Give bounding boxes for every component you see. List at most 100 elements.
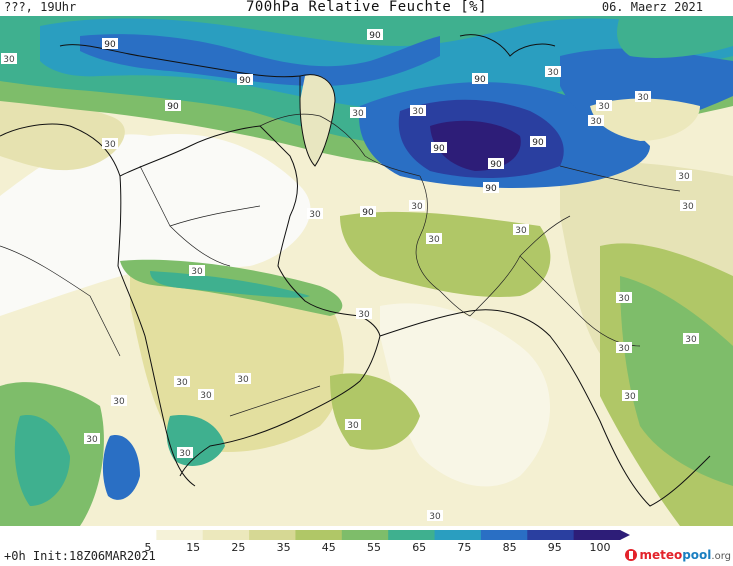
colorbar-arrow-icon [620, 530, 630, 540]
svg-text:30: 30 [176, 378, 188, 388]
contour-label: 30 [177, 447, 193, 459]
svg-text:30: 30 [412, 107, 424, 117]
svg-text:30: 30 [685, 335, 697, 345]
contour-label: 90 [530, 136, 546, 148]
colorbar-swatch [110, 530, 157, 540]
colorbar-swatch [527, 530, 575, 540]
contour-label: 30 [635, 91, 651, 103]
contour-label: 30 [676, 170, 692, 182]
svg-text:30: 30 [191, 267, 203, 277]
contour-label: 30 [102, 138, 118, 150]
pause-icon [625, 549, 638, 561]
contour-label: 30 [350, 107, 366, 119]
svg-text:30: 30 [113, 397, 125, 407]
contour-labels: 90 90 90 90 90 90 90 90 90 90 30 30 30 3… [1, 29, 699, 522]
colorbar-swatch [202, 530, 250, 540]
logo-part-pool: pool [682, 548, 712, 562]
contour-label: 30 [596, 100, 612, 112]
contour-label: 30 [427, 510, 443, 522]
colorbar-tick-label: 45 [321, 541, 336, 554]
svg-text:90: 90 [167, 102, 179, 112]
svg-text:30: 30 [347, 421, 359, 431]
header: ???, 19Uhr 700hPa Relative Feuchte [%] 0… [0, 0, 733, 16]
contour-label: 30 [588, 115, 604, 127]
contour-label: 30 [235, 373, 251, 385]
svg-text:90: 90 [433, 144, 445, 154]
svg-text:30: 30 [429, 512, 441, 522]
contour-label: 90 [431, 142, 447, 154]
coastlines [0, 34, 711, 507]
contour-label: 30 [307, 208, 323, 220]
svg-text:30: 30 [3, 55, 15, 65]
colorbar-swatch [156, 530, 204, 540]
svg-text:30: 30 [618, 344, 630, 354]
blue-band-turkey [80, 34, 440, 86]
svg-text:90: 90 [239, 76, 251, 86]
svg-text:30: 30 [200, 391, 212, 401]
valid-time-label: ???, 19Uhr [4, 0, 77, 14]
svg-text:30: 30 [428, 235, 440, 245]
colorbar-swatch [249, 530, 296, 540]
pale-area-kazakh [590, 98, 700, 141]
green-area-oman [330, 373, 420, 450]
dry-area-arabia [0, 134, 311, 316]
colorbar-tick-label: 25 [231, 541, 246, 554]
contour-label: 90 [102, 38, 118, 50]
contour-label: 30 [683, 333, 699, 345]
contour-label: 30 [1, 53, 17, 65]
svg-text:30: 30 [352, 109, 364, 119]
contour-label: 30 [680, 200, 696, 212]
blue-area-ethiopia [102, 435, 140, 500]
caspian-sea-field [300, 74, 335, 166]
colorbar-tick-label: 65 [412, 541, 427, 554]
svg-text:30: 30 [618, 294, 630, 304]
logo-part-meteo: meteo [639, 548, 683, 562]
colorbar-tick-label: 85 [502, 541, 517, 554]
svg-text:30: 30 [624, 392, 636, 402]
svg-text:30: 30 [590, 117, 602, 127]
colorbar-tick-label: 100 [589, 541, 611, 554]
colorbar-swatch [388, 530, 436, 540]
logo-part-org: .org [711, 551, 731, 562]
date-label: 06. Maerz 2021 [601, 0, 703, 14]
svg-text:30: 30 [678, 172, 690, 182]
olive-area-yemen [130, 266, 344, 452]
svg-text:30: 30 [682, 202, 694, 212]
svg-text:30: 30 [104, 140, 116, 150]
colorbar-swatches [110, 530, 621, 540]
contour-label: 30 [426, 233, 442, 245]
contour-label: 30 [189, 265, 205, 277]
svg-text:90: 90 [104, 40, 116, 50]
colorbar-tick-label: 35 [276, 541, 291, 554]
contour-label: 30 [174, 376, 190, 388]
svg-text:30: 30 [309, 210, 321, 220]
teal-area-northeast [617, 16, 733, 58]
svg-text:30: 30 [411, 202, 423, 212]
colorbar-swatch [341, 530, 389, 540]
humidity-map: 90 90 90 90 90 90 90 90 90 90 30 30 30 3… [0, 16, 733, 526]
colorbar-labels: 5 15 25 35 45 55 65 75 85 95 100 [0, 541, 733, 555]
colorbar-tick-label: 55 [367, 541, 381, 554]
colorbar-tick-label: 75 [457, 541, 472, 554]
colorbar-tick-label: 15 [186, 541, 201, 554]
colorbar-tick-label: 5 [144, 541, 152, 554]
contour-label: 30 [198, 389, 214, 401]
svg-text:90: 90 [532, 138, 544, 148]
contour-label: 30 [111, 395, 127, 407]
svg-text:30: 30 [598, 102, 610, 112]
svg-text:30: 30 [547, 68, 559, 78]
colorbar-swatch [434, 530, 482, 540]
svg-text:90: 90 [362, 208, 374, 218]
meteopool-logo[interactable]: meteopool.org [625, 548, 731, 564]
svg-text:30: 30 [179, 449, 191, 459]
svg-text:30: 30 [86, 435, 98, 445]
svg-text:30: 30 [637, 93, 649, 103]
contour-label: 90 [360, 206, 376, 218]
dry-area-indian-ocean [380, 303, 550, 487]
contour-label: 30 [513, 224, 529, 236]
colorbar-swatch [295, 530, 343, 540]
init-time-label: +0h Init:18Z06MAR2021 [4, 549, 156, 563]
contour-label: 30 [410, 105, 426, 117]
contour-label: 30 [409, 200, 425, 212]
green-area-persia [340, 211, 551, 297]
